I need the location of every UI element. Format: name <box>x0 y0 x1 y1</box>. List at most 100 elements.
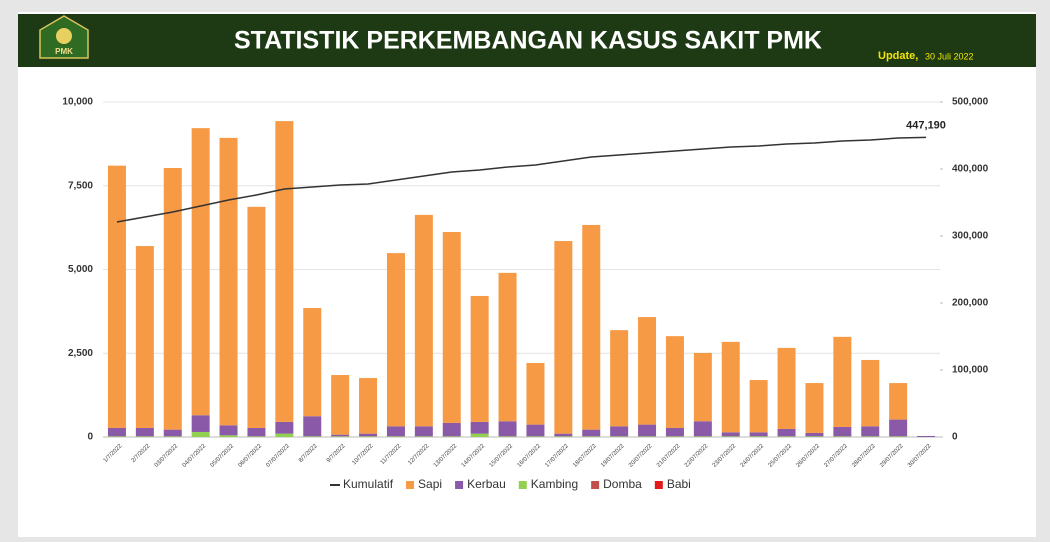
y-tick-label: 0 <box>87 432 93 443</box>
bar-segment <box>638 317 657 425</box>
cumulative-line <box>116 136 927 223</box>
legend-label: Babi <box>667 477 691 491</box>
bar-segment <box>107 436 126 437</box>
legend-swatch <box>591 481 600 489</box>
legend-label: Sapi <box>418 477 442 491</box>
bar-segment <box>331 434 350 437</box>
bar-segment <box>638 424 657 437</box>
bar-segment <box>861 426 880 437</box>
bar-segment <box>442 436 461 437</box>
bar-segment <box>610 436 629 437</box>
bar-segment <box>721 432 740 437</box>
bar-segment <box>610 426 629 437</box>
y-tick-label: 2,500 <box>68 348 93 359</box>
y2-tick-label: 200,000 <box>952 298 989 309</box>
bar-segment <box>303 416 322 437</box>
bar-segment <box>917 435 936 437</box>
bar-segment <box>693 421 712 437</box>
bar-segment <box>247 206 266 428</box>
bar-segment <box>665 336 684 428</box>
legend-swatch <box>406 481 415 489</box>
bar-segment <box>191 415 210 432</box>
bar-segment <box>582 436 601 437</box>
bar-segment <box>889 383 908 420</box>
bar-segment <box>275 421 294 434</box>
bar-segment <box>805 432 824 437</box>
bar-segment <box>749 432 768 437</box>
bar-segment <box>275 121 294 422</box>
bar-segment <box>526 362 545 425</box>
bar-segment <box>442 231 461 423</box>
bar-segment <box>442 422 461 437</box>
bar-segment <box>414 436 433 437</box>
update-date: 30 Juli 2022 <box>925 51 974 61</box>
bar-segment <box>721 436 740 437</box>
data-label: 447,190 <box>906 119 946 131</box>
logo: PMK <box>39 15 89 59</box>
bar-segment <box>386 426 405 437</box>
bar-segment <box>219 137 238 426</box>
bar-segment <box>414 426 433 437</box>
header-bar <box>18 14 1036 67</box>
y-tick-label: 10,000 <box>62 97 93 108</box>
bar-segment <box>386 436 405 437</box>
y2-tick-label: 0 <box>952 432 958 443</box>
y2-tick-label: 300,000 <box>952 231 989 242</box>
bar-segment <box>889 419 908 437</box>
bar-segment <box>833 436 852 437</box>
bar-segment <box>414 214 433 427</box>
bar-segment <box>135 427 154 437</box>
bar-segment <box>777 436 796 437</box>
bar-segment <box>693 352 712 422</box>
bar-segment <box>777 428 796 437</box>
bar-segment <box>303 308 322 417</box>
update-label: Update, <box>878 50 918 62</box>
legend-label: Kumulatif <box>343 477 394 491</box>
bar-segment <box>135 436 154 437</box>
bar-segment <box>470 421 489 434</box>
y-tick-label: 5,000 <box>68 264 93 275</box>
bar-segment <box>498 272 517 422</box>
y2-tick-label: 400,000 <box>952 164 989 175</box>
bar-segment <box>861 359 880 427</box>
bar-segment <box>359 433 378 437</box>
bar-segment <box>693 436 712 437</box>
bar-segment <box>303 436 322 437</box>
bar-segment <box>219 435 238 437</box>
legend-swatch <box>455 481 464 489</box>
bar-segment <box>582 429 601 437</box>
bar-segment <box>498 421 517 437</box>
legend-label: Kambing <box>531 477 578 491</box>
bar-segment <box>554 241 573 434</box>
bar-segment <box>638 436 657 437</box>
bar-segment <box>610 330 629 427</box>
bar-segment <box>526 424 545 437</box>
bar-segment <box>470 295 489 422</box>
bar-segment <box>526 436 545 437</box>
panel <box>18 12 1036 537</box>
bar-segment <box>107 165 126 428</box>
bar-segment <box>665 427 684 437</box>
bar-segment <box>554 433 573 437</box>
legend-swatch <box>654 481 663 489</box>
bar-segment <box>805 383 824 433</box>
bar-segment <box>498 436 517 437</box>
bar-segment <box>889 436 908 437</box>
y2-tick-label: 500,000 <box>952 97 989 108</box>
bar-segment <box>777 347 796 429</box>
bar-segment <box>861 436 880 437</box>
bar-segment <box>191 431 210 437</box>
bar-segment <box>554 436 573 437</box>
logo-text: PMK <box>55 47 73 56</box>
bar-segment <box>163 167 182 430</box>
y-tick-label: 7,500 <box>68 180 93 191</box>
bar-segment <box>247 436 266 437</box>
bar-segment <box>749 380 768 433</box>
bar-segment <box>163 436 182 437</box>
bar-segment <box>331 436 350 437</box>
bar-segment <box>163 429 182 437</box>
bar-segment <box>275 433 294 437</box>
bar-segment <box>359 378 378 434</box>
legend-label: Kerbau <box>467 477 506 491</box>
